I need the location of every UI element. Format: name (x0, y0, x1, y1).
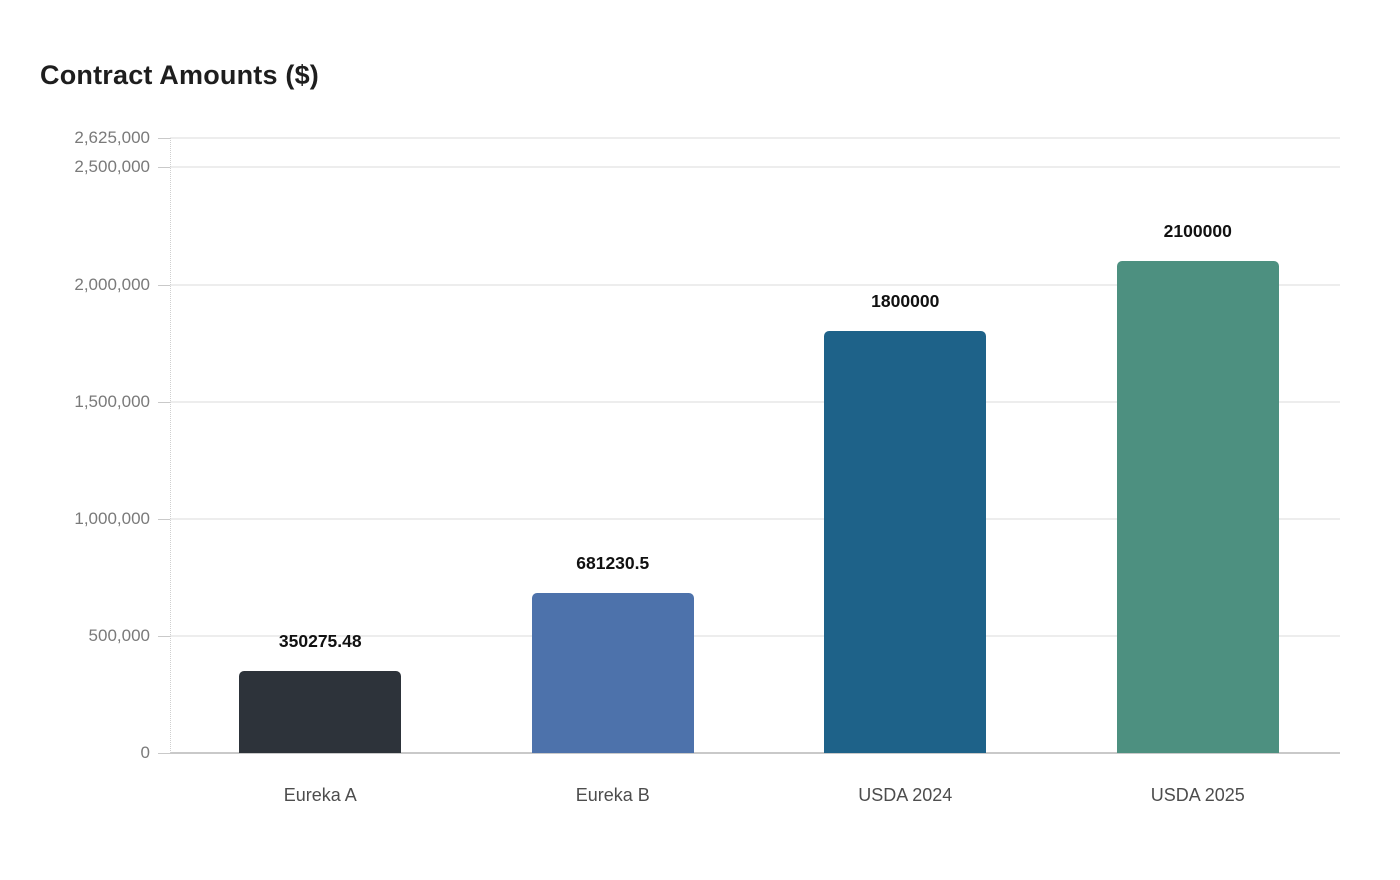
x-axis-baseline (170, 752, 1340, 754)
y-axis-tick-mark (158, 401, 170, 403)
y-axis-line (170, 138, 171, 753)
x-axis-label-usda-2025: USDA 2025 (1150, 785, 1245, 805)
x-axis-label-eureka-b: Eureka B (575, 785, 650, 805)
bar-eureka-a (239, 670, 402, 753)
chart-title: Contract Amounts ($) (40, 60, 319, 90)
y-axis-tick-mark (158, 138, 170, 140)
gridline (170, 137, 1340, 140)
gridline (170, 634, 1340, 637)
x-axis-label-eureka-a: Eureka A (283, 785, 357, 805)
plot-area: 350275.48 681230.5 1800000 2100000 (170, 137, 1340, 754)
y-axis-tick-label: 0 (140, 743, 150, 762)
bar-value-label: 350275.48 (278, 630, 362, 651)
y-axis-tick-mark (158, 635, 170, 637)
gridline (170, 283, 1340, 286)
y-axis-tick-label: 1,000,000 (74, 508, 150, 528)
y-axis-tick-mark (158, 753, 170, 754)
bar-usda-2025 (1116, 261, 1279, 753)
x-axis-label-usda-2024: USDA 2024 (858, 785, 953, 805)
y-axis-tick-mark (158, 518, 170, 520)
y-axis-tick-label: 2,000,000 (74, 274, 150, 294)
bar-eureka-b (531, 593, 694, 753)
bar-usda-2024 (824, 331, 987, 753)
bar-value-label: 1800000 (871, 291, 940, 312)
gridline (170, 400, 1340, 403)
gridline (170, 517, 1340, 520)
y-axis-tick-label: 500,000 (88, 625, 150, 645)
y-axis-tick-label: 2,625,000 (74, 128, 150, 148)
bar-value-label: 681230.5 (576, 553, 650, 574)
y-axis-tick-mark (158, 167, 170, 169)
y-axis-tick-label: 1,500,000 (74, 391, 150, 411)
y-axis-tick-label: 2,500,000 (74, 157, 150, 177)
y-axis-tick-mark (158, 284, 170, 286)
gridline (170, 166, 1340, 169)
bar-value-label: 2100000 (1163, 221, 1232, 242)
